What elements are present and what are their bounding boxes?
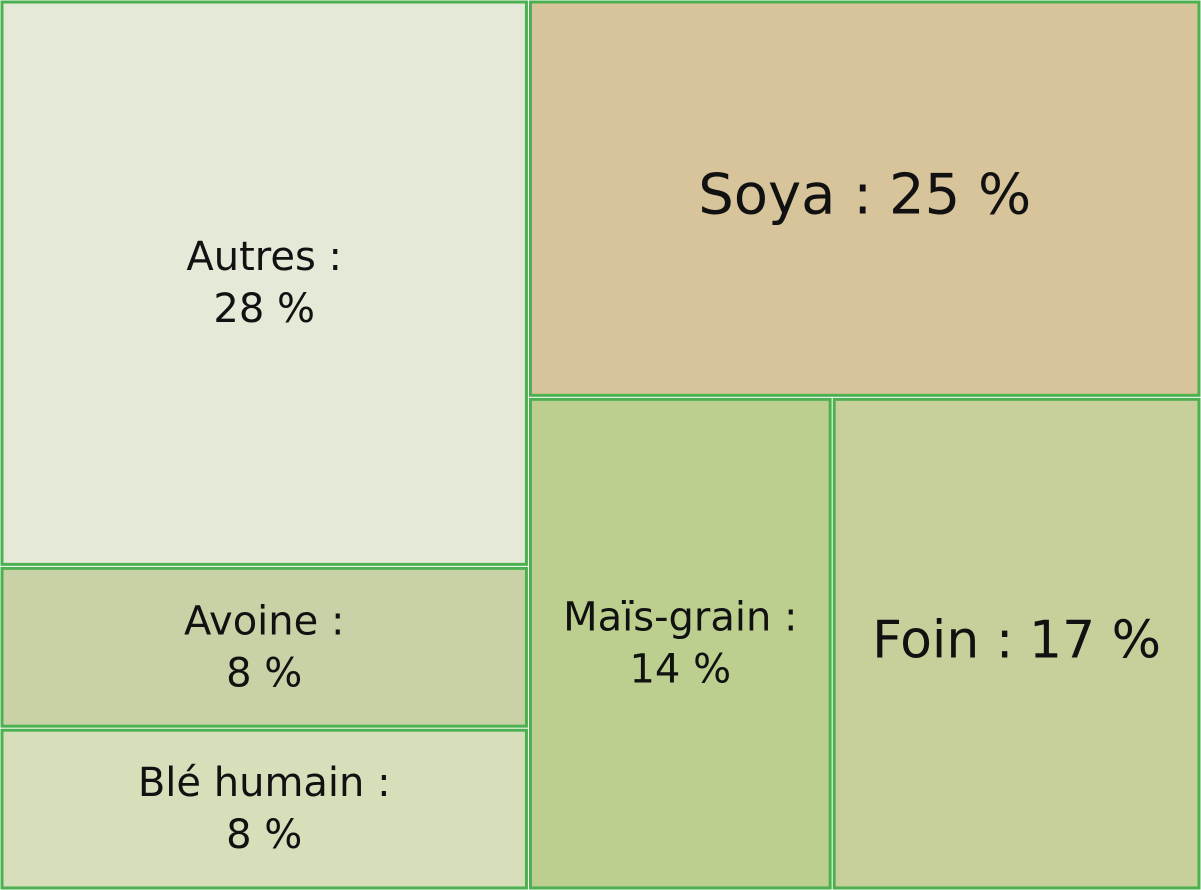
tile xyxy=(2,730,526,888)
category-label: Maïs-grain : xyxy=(563,595,797,641)
value-label: 8 % xyxy=(226,650,302,696)
category-label: Blé humain : xyxy=(138,760,391,806)
tile xyxy=(2,568,526,726)
value-label: 8 % xyxy=(226,812,302,858)
tile xyxy=(530,399,830,888)
value-label: 28 % xyxy=(213,286,315,332)
category-label: Avoine : xyxy=(184,598,344,644)
tile xyxy=(2,2,526,564)
category-label: Autres : xyxy=(186,234,342,280)
tile-label: Soya : 25 % xyxy=(698,163,1031,228)
treemap-chart: Autres : 28 % Avoine : 8 % Blé humain : 8 % So… xyxy=(0,0,1201,890)
value-label: 14 % xyxy=(629,647,731,693)
value-label: 25 % xyxy=(889,163,1031,228)
category-label: Soya : xyxy=(698,163,872,228)
value-label: 17 % xyxy=(1029,611,1161,671)
category-label: Foin : xyxy=(872,611,1013,671)
